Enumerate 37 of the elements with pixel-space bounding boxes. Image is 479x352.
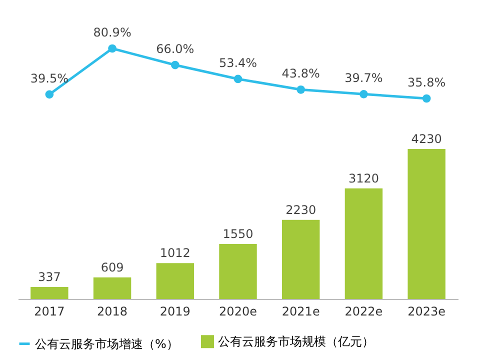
point [45, 90, 54, 99]
x-tick-label: 2022e [344, 304, 383, 318]
data-label: 609 [100, 260, 124, 274]
data-label: 1012 [160, 246, 190, 260]
bar [30, 287, 68, 299]
bar [408, 149, 446, 299]
data-label: 66.0% [156, 42, 194, 56]
x-tick-label: 2021e [282, 304, 320, 318]
point [234, 74, 242, 84]
data-label: 53.4% [218, 56, 258, 70]
legend-label: 公有云服务市场增速（%） [35, 336, 178, 351]
x-tick-label: 2023e [408, 304, 446, 318]
data-label: 39.5% [30, 71, 68, 86]
data-label: 1550 [222, 227, 254, 242]
data-label: 43.8% [282, 66, 320, 81]
data-label: 80.9% [93, 26, 132, 40]
data-label: 337 [38, 270, 61, 284]
x-tick-label: 2019 [160, 304, 190, 318]
legend-label: 公有云服务市场规模（亿元） [218, 334, 374, 349]
bar [282, 220, 320, 299]
bar [344, 188, 383, 299]
bar [93, 277, 132, 299]
point [108, 44, 116, 53]
x-tick-label: 2020e [219, 304, 257, 318]
data-label: 2230 [286, 202, 316, 217]
point [296, 85, 306, 94]
data-label: 4230 [411, 132, 442, 146]
data-label: 3120 [348, 171, 379, 186]
bar [219, 244, 257, 299]
point [360, 90, 368, 98]
data-label: 39.7% [344, 71, 383, 86]
x-tick-label: 2017 [34, 304, 65, 318]
point [422, 94, 431, 103]
point [170, 60, 180, 70]
x-tick-label: 2018 [97, 304, 128, 318]
bar [156, 263, 194, 299]
data-label: 35.8% [408, 76, 446, 90]
